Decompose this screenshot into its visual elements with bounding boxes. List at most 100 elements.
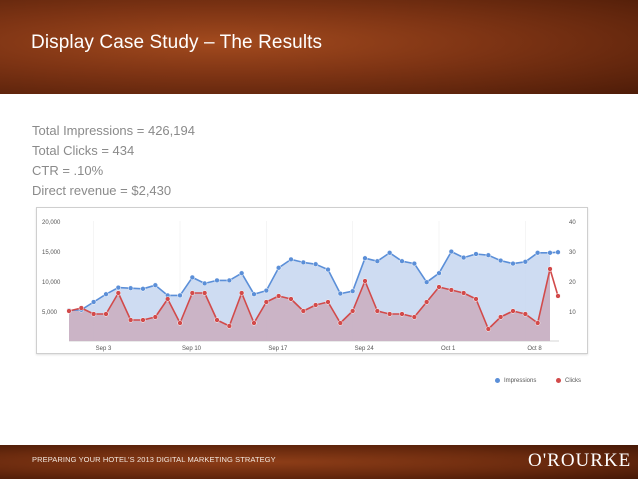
y-right-tick-label: 40 bbox=[569, 220, 576, 226]
impressions-point bbox=[91, 299, 97, 305]
clicks-point bbox=[140, 317, 146, 323]
line-chart: 20,000 15,000 10,000 5,000 40 30 20 10 Sep 3 Sep … bbox=[42, 220, 576, 352]
impressions-point bbox=[115, 284, 121, 291]
impressions-point bbox=[547, 250, 553, 256]
x-tick-label: Sep 10 bbox=[182, 346, 202, 352]
clicks-point bbox=[461, 290, 467, 296]
clicks-point bbox=[251, 320, 257, 326]
legend-impressions: Impressions bbox=[495, 378, 536, 384]
clicks-point bbox=[103, 311, 109, 317]
clicks-point bbox=[350, 308, 356, 314]
impressions-point bbox=[103, 291, 109, 297]
clicks-point bbox=[448, 287, 454, 293]
y-right-tick-label: 20 bbox=[569, 280, 576, 286]
impressions-point bbox=[263, 287, 269, 294]
y-left-tick-label: 5,000 bbox=[42, 310, 58, 316]
clicks-point bbox=[510, 308, 516, 314]
clicks-point bbox=[535, 320, 541, 326]
impressions-point bbox=[387, 250, 393, 256]
clicks-point bbox=[411, 314, 417, 320]
clicks-point bbox=[226, 323, 232, 329]
clicks-point bbox=[555, 293, 561, 299]
clicks-point bbox=[189, 290, 195, 296]
header-banner: Display Case Study – The Results bbox=[0, 0, 638, 94]
legend-clicks-label: Clicks bbox=[565, 378, 581, 385]
clicks-point bbox=[91, 311, 97, 317]
clicks-point bbox=[498, 314, 504, 320]
impressions-point bbox=[535, 250, 541, 256]
impressions-point bbox=[337, 290, 343, 297]
legend-impressions-swatch bbox=[495, 378, 500, 383]
clicks-point bbox=[165, 296, 171, 302]
stat-total-impressions: Total Impressions = 426,194 bbox=[32, 123, 195, 138]
stat-direct-revenue: Direct revenue = $2,430 bbox=[32, 183, 172, 198]
impressions-point bbox=[251, 291, 257, 297]
impressions-point bbox=[374, 258, 380, 264]
impressions-point bbox=[152, 282, 158, 288]
clicks-point bbox=[485, 326, 491, 332]
clicks-point bbox=[473, 296, 479, 302]
x-tick-label: Oct 8 bbox=[527, 346, 542, 352]
impressions-point bbox=[436, 270, 442, 276]
impressions-point bbox=[473, 251, 479, 257]
clicks-point bbox=[263, 299, 269, 305]
stat-ctr: CTR = .10% bbox=[32, 163, 104, 178]
impressions-point bbox=[555, 249, 561, 255]
clicks-point bbox=[214, 317, 220, 323]
impressions-point bbox=[522, 259, 528, 265]
clicks-point bbox=[399, 311, 405, 317]
clicks-point bbox=[276, 293, 282, 299]
impressions-point bbox=[300, 259, 306, 266]
clicks-point bbox=[202, 290, 208, 296]
legend-impressions-label: Impressions bbox=[504, 378, 537, 385]
stat-total-clicks: Total Clicks = 434 bbox=[32, 143, 135, 158]
clicks-point bbox=[288, 296, 294, 302]
clicks-point bbox=[436, 284, 442, 290]
impressions-point bbox=[448, 248, 454, 255]
clicks-point bbox=[337, 320, 343, 326]
impressions-point bbox=[276, 265, 282, 271]
impressions-point bbox=[189, 274, 195, 281]
clicks-point bbox=[152, 314, 158, 320]
legend-clicks-swatch bbox=[556, 378, 561, 383]
impressions-point bbox=[288, 256, 294, 263]
clicks-point bbox=[66, 308, 72, 314]
footer-text: PREPARING YOUR HOTEL’S 2013 DIGITAL MARK… bbox=[32, 455, 276, 464]
clicks-point bbox=[424, 299, 430, 305]
clicks-point bbox=[362, 278, 368, 284]
y-right-tick-label: 30 bbox=[569, 250, 576, 256]
clicks-point bbox=[78, 305, 84, 311]
clicks-point bbox=[128, 317, 134, 323]
clicks-point bbox=[547, 266, 553, 272]
x-tick-label: Sep 3 bbox=[96, 346, 112, 352]
impressions-point bbox=[214, 277, 220, 284]
impressions-point bbox=[202, 280, 208, 287]
impressions-point bbox=[226, 277, 232, 284]
impressions-point bbox=[461, 254, 467, 261]
impressions-point bbox=[485, 252, 491, 258]
clicks-point bbox=[115, 290, 121, 296]
impressions-point bbox=[350, 288, 356, 294]
clicks-point bbox=[313, 302, 319, 308]
orourke-logo: O'ROURKE bbox=[528, 450, 632, 471]
clicks-point bbox=[522, 311, 528, 317]
stats-block: Total Impressions = 426,194 Total Clicks… bbox=[32, 121, 195, 201]
slide-title: Display Case Study – The Results bbox=[31, 32, 323, 53]
impressions-point bbox=[128, 285, 134, 291]
y-left-tick-label: 20,000 bbox=[42, 220, 61, 226]
x-tick-label: Sep 17 bbox=[268, 346, 288, 352]
clicks-point bbox=[387, 311, 393, 317]
impressions-point bbox=[177, 292, 183, 299]
footer-banner: PREPARING YOUR HOTEL’S 2013 DIGITAL MARK… bbox=[0, 445, 638, 479]
impressions-point bbox=[325, 266, 331, 273]
impressions-point bbox=[140, 286, 146, 292]
clicks-point bbox=[325, 299, 331, 305]
y-left-tick-label: 10,000 bbox=[42, 280, 61, 286]
impressions-point bbox=[313, 261, 319, 267]
clicks-point bbox=[300, 308, 306, 314]
impressions-point bbox=[424, 279, 430, 285]
x-tick-label: Sep 24 bbox=[355, 346, 375, 352]
impressions-point bbox=[399, 258, 405, 264]
impressions-point bbox=[498, 257, 504, 264]
y-left-tick-label: 15,000 bbox=[42, 250, 61, 256]
